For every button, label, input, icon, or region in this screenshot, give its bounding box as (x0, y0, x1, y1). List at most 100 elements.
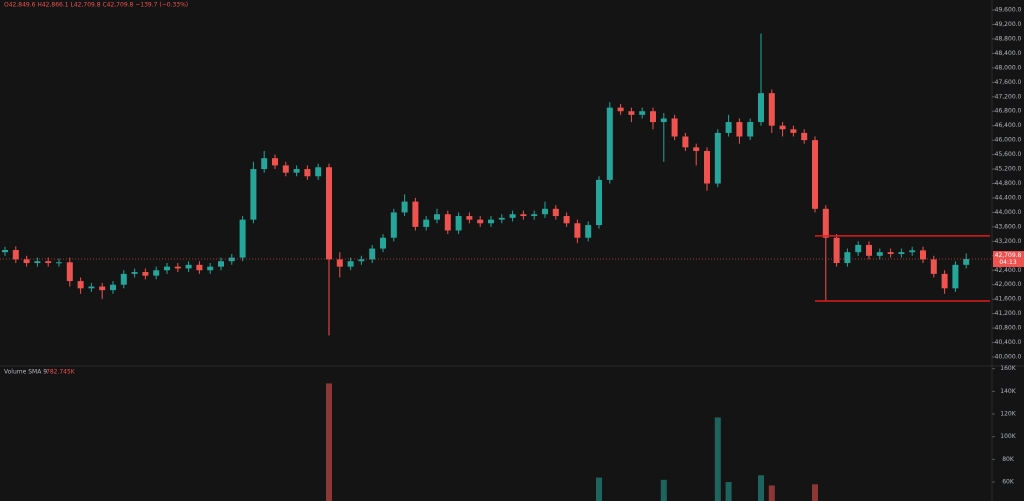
price-axis: 40,000.0 40,400.0 40,800.0 41,200.0 41,600.0… (992, 7, 1024, 486)
candle-body (812, 140, 818, 209)
candle-body (790, 129, 797, 133)
candle-body (218, 261, 224, 267)
candle-body (747, 122, 754, 137)
candle-body (380, 237, 386, 249)
candle-body (196, 264, 203, 271)
candle-body (261, 158, 268, 170)
candle-body (704, 150, 710, 184)
candle-body (390, 212, 397, 238)
y-tick-label: 49,200.0 (995, 21, 1022, 28)
candle-body (77, 281, 84, 289)
candle-body (660, 118, 667, 123)
y-tick-label: 49,600.0 (995, 7, 1022, 14)
candle-body (801, 132, 808, 141)
y-tick-label: 46,800.0 (995, 108, 1022, 115)
y-tick-label: 42,000.0 (995, 281, 1022, 288)
y-tick-label: 42,400.0 (995, 267, 1022, 274)
candle-body (455, 216, 462, 231)
candle-body (477, 219, 484, 224)
y-tick-label: 48,400.0 (995, 50, 1022, 57)
y-tick-label: 40,400.0 (995, 339, 1022, 346)
candle-body (45, 261, 52, 264)
candle-body (542, 208, 548, 215)
y-tick-label: 44,400.0 (995, 194, 1022, 201)
candle-body (844, 252, 851, 264)
candle-body (930, 259, 937, 274)
y-tick-label: 46,000.0 (995, 137, 1022, 144)
candle-body (434, 214, 440, 220)
y-tick-label: 160K (1000, 365, 1016, 372)
y-tick-label: 47,200.0 (995, 93, 1022, 100)
y-tick-label: 46,400.0 (995, 122, 1022, 129)
candle-body (293, 169, 300, 173)
candle-body (736, 122, 743, 137)
candle-body (606, 107, 613, 180)
candle-body (110, 284, 116, 291)
candle-body (423, 219, 430, 227)
candle-body (952, 264, 959, 289)
volume-title: Volume SMA 9 (4, 369, 47, 376)
candle-body (142, 272, 149, 276)
candle-body (768, 93, 775, 126)
candle-body (34, 261, 41, 264)
y-tick-label: 60K (1002, 479, 1015, 486)
candle-body (855, 244, 862, 253)
candle-body (650, 111, 656, 123)
candle-body (520, 214, 527, 217)
volume-value: 782.745K (46, 369, 76, 376)
candle-body (682, 136, 689, 148)
y-tick-label: 140K (1000, 388, 1016, 395)
candle-body (466, 216, 473, 220)
y-tick-label: 41,200.0 (995, 310, 1022, 317)
candle-body (239, 219, 246, 258)
candle-body (347, 261, 354, 267)
candle-body (369, 248, 376, 260)
candle-body (498, 217, 505, 220)
candle-body (153, 270, 160, 276)
volume-bar (326, 383, 332, 501)
candle-body (822, 208, 829, 238)
volume-bar (812, 484, 818, 501)
y-tick-label: 43,200.0 (995, 238, 1022, 245)
candle-body (358, 259, 365, 262)
candle-body (596, 179, 602, 226)
candle-body (563, 216, 570, 224)
y-tick-label: 100K (1000, 433, 1016, 440)
candle-body (131, 272, 138, 274)
y-tick-label: 47,600.0 (995, 79, 1022, 86)
candle-body (185, 264, 192, 269)
volume-bar (725, 482, 732, 501)
candle-body (671, 118, 678, 137)
last-price-label: 42,709.8 (995, 252, 1022, 259)
candle-body (725, 122, 732, 133)
candle-body (412, 201, 419, 227)
candle-body (174, 266, 181, 269)
volume-bar (596, 477, 602, 501)
y-tick-label: 48,000.0 (995, 64, 1022, 71)
volume-bar (768, 485, 775, 501)
candle-body (207, 266, 214, 271)
candle-body (326, 167, 332, 260)
y-tick-label: 45,200.0 (995, 166, 1022, 173)
candle-body (336, 259, 343, 267)
candle-body (639, 111, 646, 115)
candle-body (444, 214, 451, 231)
candle-body (963, 259, 970, 265)
candle-body (876, 252, 883, 256)
candle-body (66, 262, 73, 282)
candle-body (909, 250, 916, 253)
y-tick-label: 48,800.0 (995, 35, 1022, 42)
candle-body (488, 219, 494, 224)
candle-body (23, 259, 30, 264)
volume-pane (326, 383, 818, 501)
candle-body (509, 214, 516, 218)
candle-body (898, 252, 905, 254)
volume-bar (660, 479, 667, 501)
candle-body (833, 237, 840, 264)
candle-body (315, 167, 322, 177)
candle-body (714, 132, 721, 184)
candle-body (401, 201, 408, 213)
y-tick-label: 40,000.0 (995, 354, 1022, 361)
